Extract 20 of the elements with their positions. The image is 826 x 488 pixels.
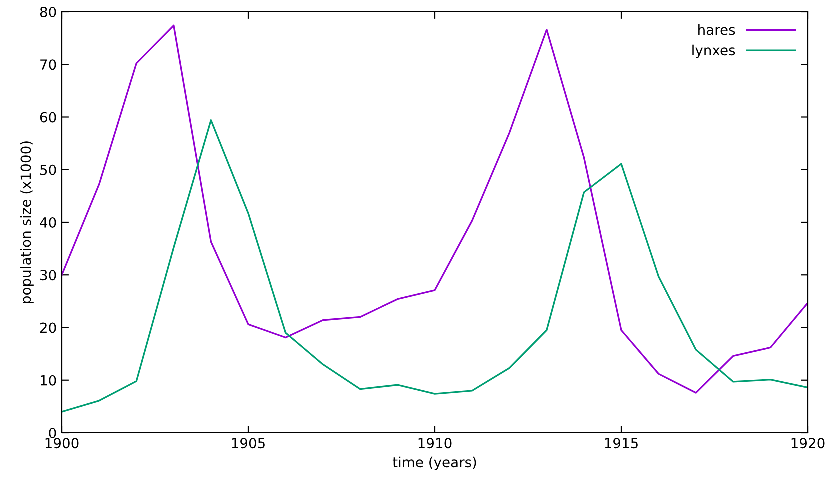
legend-label: lynxes: [692, 44, 736, 58]
y-tick-label: 70: [40, 60, 56, 70]
line-series: [62, 24, 808, 394]
y-tick-label: 60: [40, 112, 56, 123]
x-tick-label: 1920: [792, 438, 825, 449]
y-axis-title: population size (x1000): [20, 142, 34, 304]
y-tick-label: 20: [40, 322, 56, 334]
x-tick-label: 1910: [418, 438, 452, 449]
y-tick-label: 10: [40, 375, 56, 386]
x-tick-label: 1900: [46, 438, 79, 449]
y-tick-label: 80: [40, 6, 56, 18]
y-tick-label: 30: [40, 270, 56, 281]
x-tick-label: 1905: [232, 438, 265, 449]
y-tick-label: 50: [40, 164, 56, 176]
line-series: [62, 120, 808, 413]
y-tick-label: 40: [40, 217, 56, 228]
x-axis-title: time (years): [392, 456, 476, 470]
y-tick-label: 0: [49, 428, 56, 438]
legend-label: hares: [698, 24, 736, 36]
x-tick-label: 1915: [605, 438, 638, 449]
